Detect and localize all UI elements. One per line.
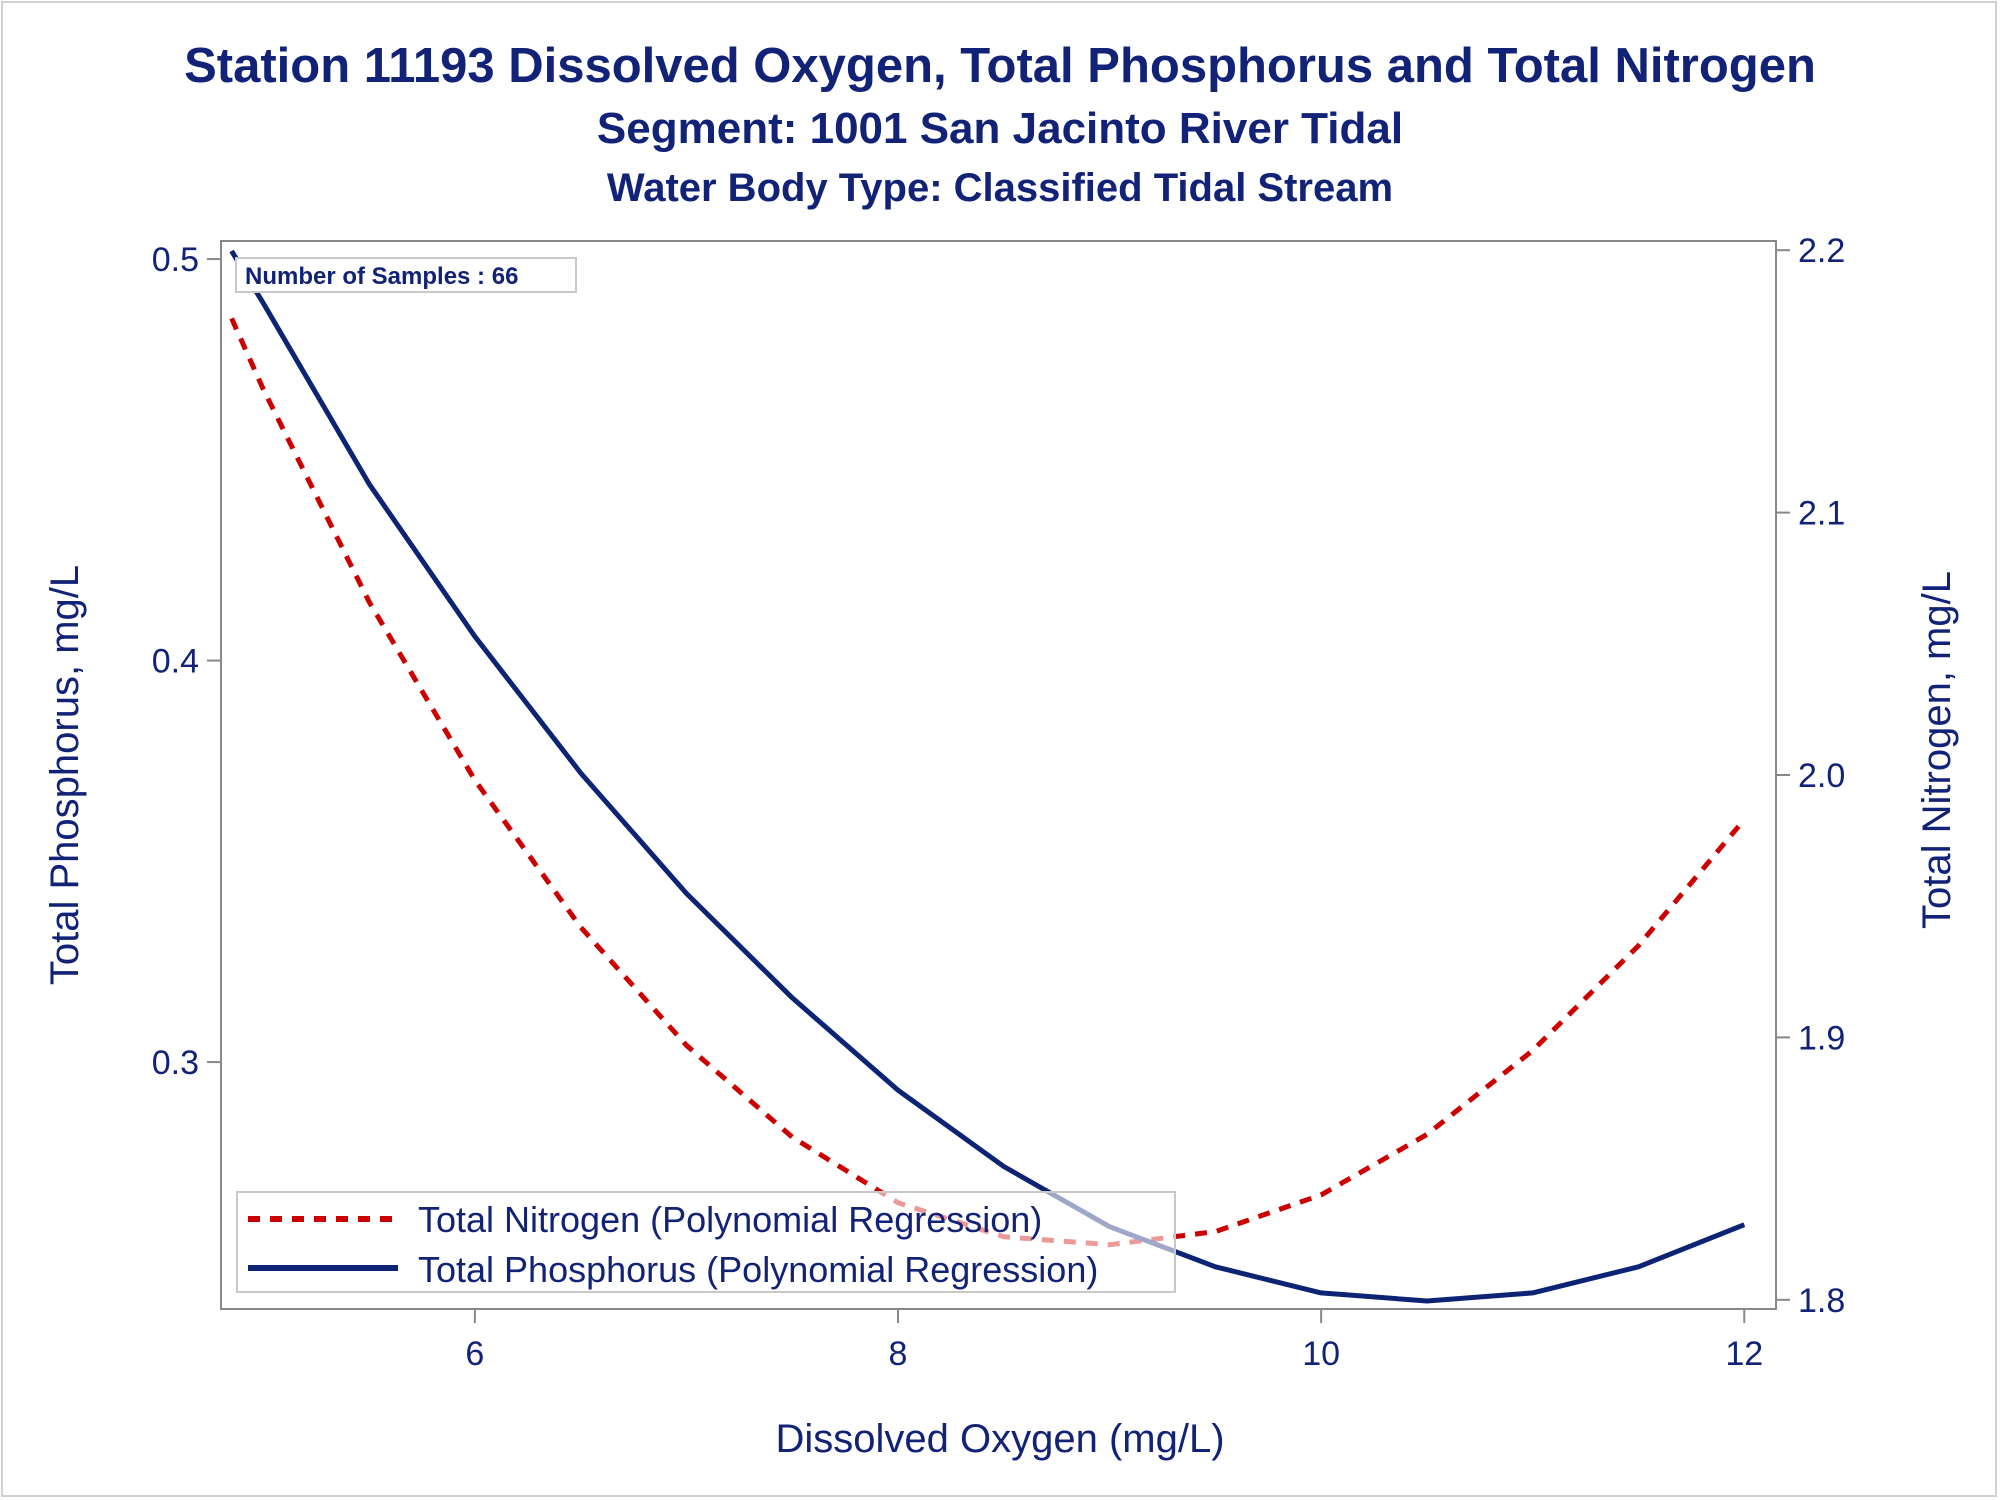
sample-count-annotation: Number of Samples : 66 xyxy=(235,257,577,293)
y-axis-left: 0.3 0.4 0.5 xyxy=(152,241,221,1082)
annotation-text: Number of Samples : 66 xyxy=(245,263,518,290)
plot-area-border xyxy=(220,240,1777,1310)
legend: Total Nitrogen (Polynomial Regression) T… xyxy=(236,1191,1176,1293)
chart-title: Station 11193 Dissolved Oxygen, Total Ph… xyxy=(184,39,1816,93)
y-tick-label: 0.3 xyxy=(152,1044,199,1082)
x-tick-label: 12 xyxy=(1725,1335,1763,1373)
legend-box xyxy=(236,1191,1176,1293)
legend-label-nitrogen: Total Nitrogen (Polynomial Regression) xyxy=(418,1199,1042,1240)
chart-subtitle-segment: Segment: 1001 San Jacinto River Tidal xyxy=(596,104,1404,153)
y-axis-right-label: Total Nitrogen, mg/L xyxy=(1915,571,1959,929)
legend-label-phosphorus: Total Phosphorus (Polynomial Regression) xyxy=(418,1249,1098,1290)
series-line-nitrogen xyxy=(229,317,1747,1248)
y-axis-right: 1.8 1.9 2.0 2.1 2.2 xyxy=(1776,232,1845,1320)
series-line-phosphorus xyxy=(229,249,1746,1304)
y2-tick-label: 1.8 xyxy=(1798,1282,1845,1320)
x-tick-label: 10 xyxy=(1302,1335,1340,1373)
y-tick-label: 0.4 xyxy=(152,643,199,681)
chart-subtitle-water-body: Water Body Type: Classified Tidal Stream xyxy=(606,166,1394,210)
series-layer xyxy=(229,249,1747,1304)
annotation-box xyxy=(235,257,577,293)
x-axis: 6 8 10 12 xyxy=(465,1309,1763,1373)
y2-tick-label: 1.9 xyxy=(1798,1019,1845,1057)
x-tick-label: 8 xyxy=(889,1335,908,1373)
y2-tick-label: 2.2 xyxy=(1798,232,1845,270)
y-tick-label: 0.5 xyxy=(152,241,199,279)
y2-tick-label: 2.1 xyxy=(1798,495,1845,533)
x-tick-label: 6 xyxy=(465,1335,484,1373)
x-axis-label: Dissolved Oxygen (mg/L) xyxy=(775,1417,1224,1461)
y-axis-left-label: Total Phosphorus, mg/L xyxy=(43,565,87,985)
y2-tick-label: 2.0 xyxy=(1798,757,1845,795)
